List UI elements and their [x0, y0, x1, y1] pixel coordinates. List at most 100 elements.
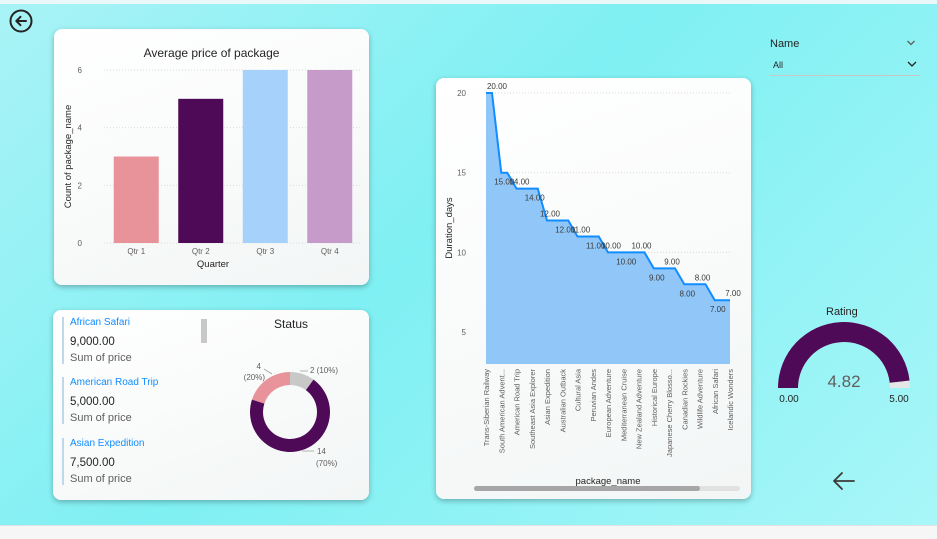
- data-label: 8.00: [679, 289, 695, 298]
- chevron-down-icon[interactable]: [906, 58, 918, 70]
- donut-label: (70%): [316, 459, 338, 468]
- kpi-sub-label: Sum of price: [70, 412, 132, 424]
- donut-slice: [290, 372, 314, 391]
- x-tick-label: European Adventure: [604, 369, 613, 437]
- y-axis-title: Duration_days: [444, 197, 455, 259]
- x-axis-title: package_name: [576, 476, 641, 487]
- slicer-dropdown[interactable]: All: [770, 56, 920, 76]
- chevron-down-icon[interactable]: [906, 38, 916, 48]
- y-tick-label: 5: [462, 328, 467, 337]
- data-label: 9.00: [649, 273, 665, 282]
- data-label: 14.00: [525, 194, 546, 203]
- data-label: 7.00: [725, 289, 741, 298]
- area-chart-card: 5 10 15 20 20.00 15.00 14.00 14.00 12.00 12.00 11.…: [436, 78, 751, 499]
- donut-label: 2 (10%): [310, 366, 338, 375]
- circle-arrow-left-icon: [9, 9, 33, 33]
- data-label: 7.00: [710, 305, 726, 314]
- kpi-value: 7,500.00: [70, 457, 115, 469]
- bar-chart-title: Average price of package: [143, 46, 280, 60]
- scrollbar-thumb[interactable]: [474, 486, 700, 491]
- x-tick-label: Australian Outback: [558, 369, 567, 433]
- x-tick-label: Icelandic Wonders: [726, 369, 735, 431]
- kpi-item-african-safari: African Safari 9,000.00 Sum of price: [62, 317, 192, 364]
- gauge-max: 5.00: [889, 394, 909, 405]
- x-tick-label: Historical Europe: [650, 369, 659, 426]
- gauge-fill: [778, 321, 910, 388]
- x-tick-label: Southeast Asia Explorer: [528, 368, 537, 449]
- bar: [307, 70, 353, 243]
- area-line: [486, 92, 730, 302]
- kpi-name[interactable]: Asian Expedition: [70, 438, 145, 449]
- y-tick-label: 15: [457, 169, 466, 178]
- footer-bar: [0, 525, 937, 539]
- kpi-sub-label: Sum of price: [70, 352, 132, 364]
- y-tick-label: 20: [457, 89, 466, 98]
- data-label: 12.00: [540, 210, 561, 219]
- kpi-value: 5,000.00: [70, 396, 115, 408]
- horizontal-scrollbar[interactable]: [474, 486, 740, 491]
- bar: [242, 70, 288, 243]
- gauge-value: 4.82: [827, 372, 860, 391]
- data-label: 8.00: [695, 273, 711, 282]
- kpi-name[interactable]: African Safari: [70, 317, 131, 328]
- navigate-back-button[interactable]: [830, 468, 858, 494]
- x-tick-label: Peruvian Andes: [589, 369, 598, 422]
- x-axis-title: Quarter: [197, 259, 229, 270]
- x-tick-label: Asian Expedition: [543, 369, 552, 425]
- data-label: 14.00: [509, 178, 530, 187]
- donut-title: Status: [273, 317, 309, 331]
- area-fill: [486, 93, 730, 364]
- leader-line: [263, 368, 273, 375]
- gauge-min: 0.00: [779, 394, 799, 405]
- data-label: 20.00: [487, 82, 508, 91]
- donut-label: (20%): [244, 373, 266, 382]
- x-tick-label: Qtr 2: [192, 247, 210, 256]
- rating-gauge: 4.82 0.00 5.00: [778, 321, 910, 405]
- donut-label: 4: [257, 362, 262, 371]
- data-label: 15.00: [494, 178, 515, 187]
- x-tick-label: Trans-Siberian Railway: [482, 369, 491, 446]
- kpi-sub-label: Sum of price: [70, 473, 132, 485]
- x-tick-label: New Zealand Adventure: [635, 369, 644, 449]
- kpi-scrollbar[interactable]: [201, 319, 207, 343]
- x-tick-label: American Road Trip: [513, 369, 522, 435]
- kpi-item-american-road-trip: American Road Trip 5,000.00 Sum of price: [62, 377, 192, 424]
- donut-label: 14: [317, 447, 326, 456]
- data-label: 11.00: [571, 225, 591, 234]
- bar: [178, 98, 224, 243]
- data-label: 10.00: [616, 257, 637, 266]
- bar-chart-card: Average price of package 0 2 4 6 Qtr 1 Qtr 2 Q…: [54, 29, 369, 285]
- bar-chart-plot: 0 2 4 6 Qtr 1 Qtr 2 Qtr 3 Qtr 4 Quarter Count of …: [63, 66, 362, 270]
- data-label: 10.00: [631, 241, 652, 250]
- x-tick-label: Qtr 3: [256, 247, 274, 256]
- donut-slice: [251, 372, 290, 404]
- data-label: 11.00: [586, 241, 606, 250]
- x-tick-label: Cultural Asia: [574, 368, 583, 411]
- y-tick-label: 4: [78, 124, 83, 133]
- data-label: 9.00: [664, 257, 680, 266]
- kpi-name[interactable]: American Road Trip: [70, 377, 159, 388]
- x-tick-label: Canadian Rockies: [680, 369, 689, 430]
- y-tick-label: 0: [78, 239, 83, 248]
- back-button[interactable]: [8, 8, 34, 34]
- data-label: 12.00: [555, 226, 576, 235]
- x-tick-label: African Safari: [711, 369, 720, 414]
- y-tick-label: 6: [78, 66, 83, 75]
- x-tick-label: South American Advent...: [497, 369, 506, 453]
- gauge-title: Rating: [826, 306, 858, 318]
- x-tick-label: Wildlife Adventure: [696, 369, 705, 429]
- donut-slice: [250, 379, 330, 452]
- data-label: 10.00: [601, 241, 622, 250]
- slicer-value: All: [773, 60, 784, 70]
- x-tick-label: Qtr 4: [321, 247, 339, 256]
- donut-chart: 4 (20%) 2 (10%) 14 (70%): [244, 362, 339, 468]
- y-tick-label: 10: [457, 248, 466, 257]
- arrow-left-icon: [833, 472, 855, 490]
- area-chart-plot: 510152020.0015.0014.0014.0012.0012.0011.…: [444, 82, 741, 487]
- kpi-item-asian-expedition: Asian Expedition 7,500.00 Sum of price: [62, 438, 192, 485]
- y-tick-label: 2: [78, 181, 83, 190]
- bar: [113, 156, 159, 243]
- x-tick-label: Mediterranean Cruise: [619, 369, 628, 441]
- top-strip: [0, 0, 937, 4]
- x-tick-label: Japanese Cherry Blosso...: [665, 369, 674, 457]
